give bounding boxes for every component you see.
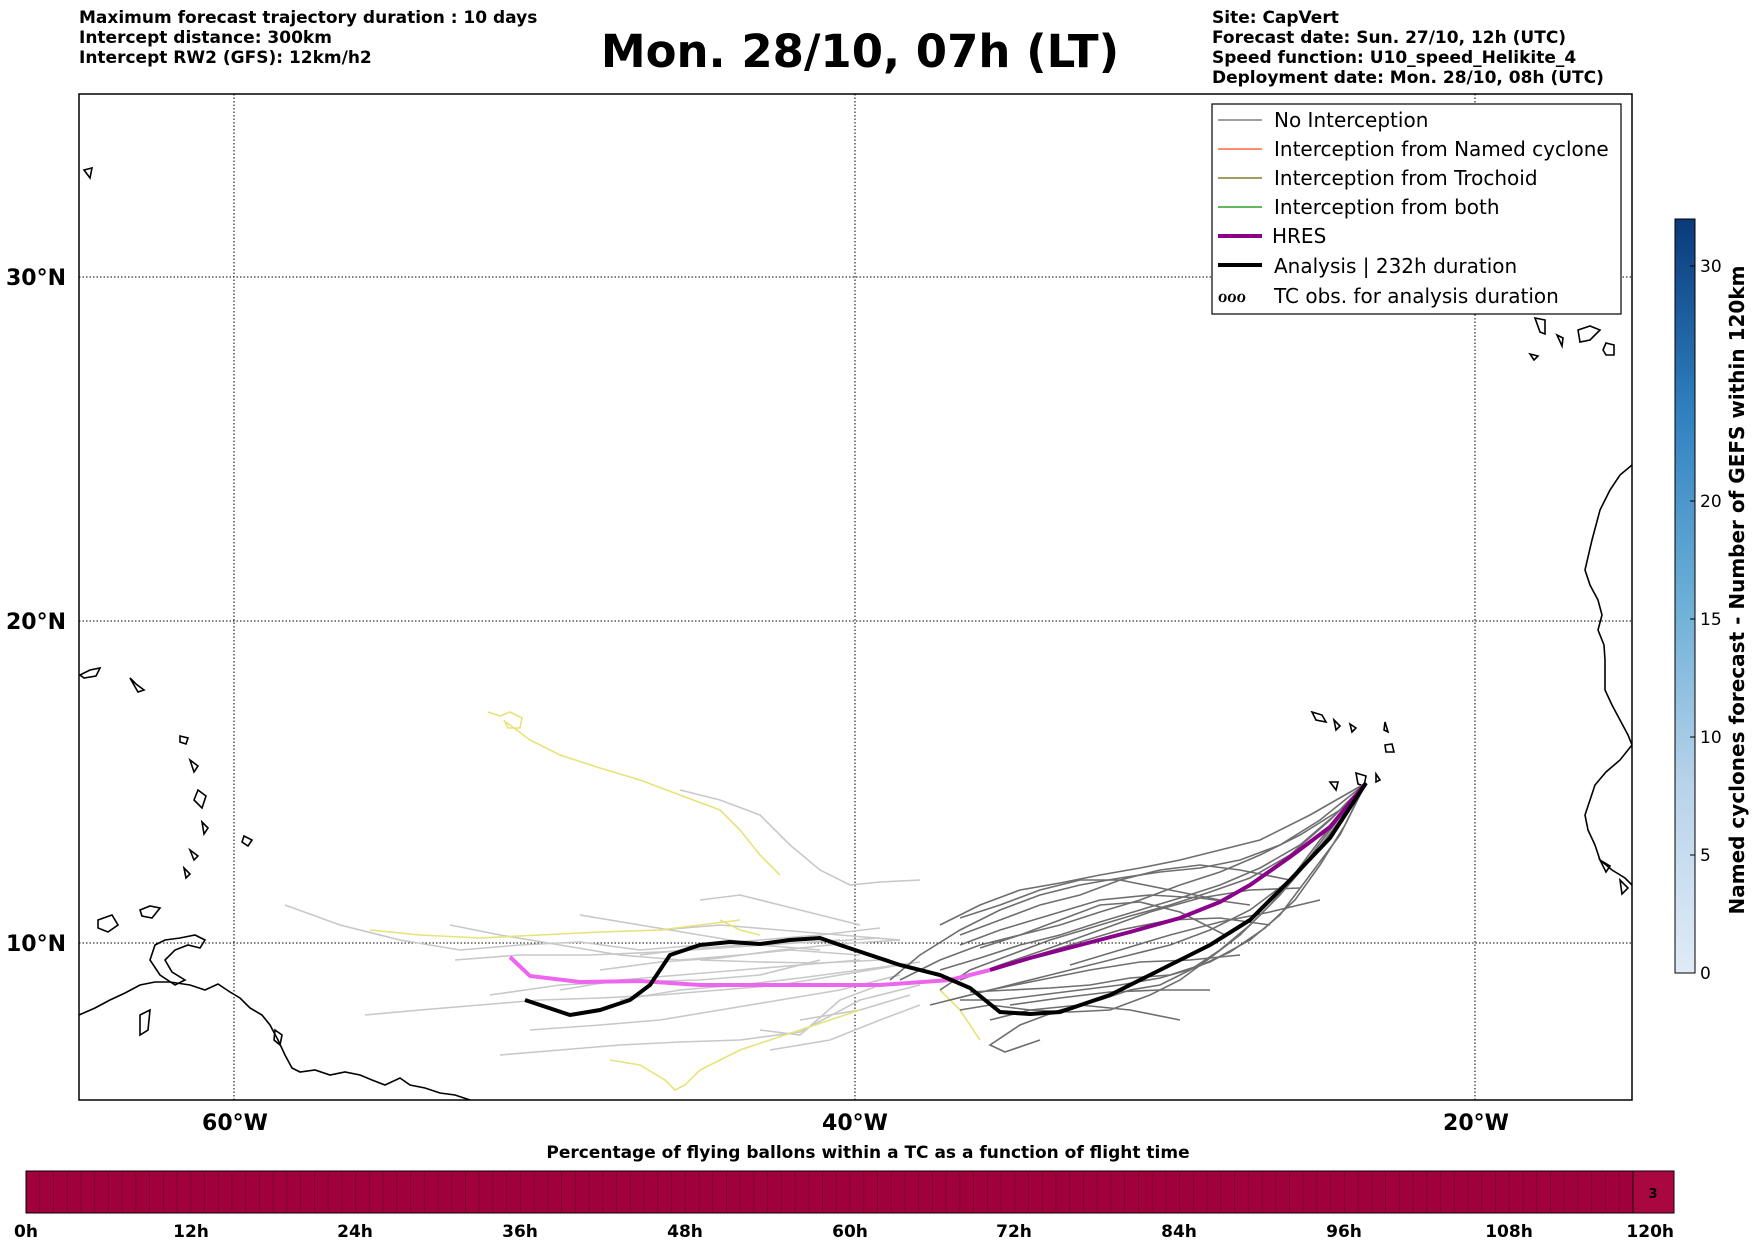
intercept-distance-text: Intercept distance: 300km [79, 28, 332, 48]
bar-tick-120h: 120h [1626, 1222, 1674, 1241]
flight-time-bar-last-cell [1632, 1170, 1675, 1214]
flight-time-bar: Percentage of flying ballons within a TC… [14, 1143, 1675, 1241]
bar-tick-108h: 108h [1485, 1222, 1533, 1241]
flight-time-bar-last-value: 3 [1648, 1187, 1657, 1202]
bar-tick-12h: 12h [173, 1222, 209, 1241]
map-frame [78, 93, 1633, 1101]
bar-tick-72h: 72h [996, 1222, 1032, 1241]
colorbar-tick-10: 10 [1700, 728, 1722, 748]
legend-label-both: Interception from both [1274, 195, 1500, 219]
legend-label-tc-obs: TC obs. for analysis duration [1273, 284, 1559, 308]
legend-label-no-interception: No Interception [1274, 108, 1428, 132]
lat-tick-20n: 20°N [6, 610, 66, 635]
legend-label-analysis: Analysis | 232h duration [1274, 254, 1517, 278]
colorbar: 0 5 10 15 20 30 Named cyclones forecast … [1674, 218, 1749, 984]
legend-label-named-cyclone: Interception from Named cyclone [1274, 137, 1609, 161]
legend-label-hres: HRES [1272, 224, 1326, 248]
forecast-date-text: Forecast date: Sun. 27/10, 12h (UTC) [1212, 28, 1567, 48]
ensemble-trajectories-yellow [369, 711, 981, 1091]
flight-time-bar-title: Percentage of flying ballons within a TC… [546, 1143, 1189, 1163]
hres-trajectory [989, 781, 1368, 972]
site-text: Site: CapVert [1212, 8, 1339, 28]
header-right-info: Site: CapVert Forecast date: Sun. 27/10,… [1212, 8, 1604, 88]
lon-tick-20w: 20°W [1443, 1111, 1509, 1136]
legend-box [1211, 103, 1622, 315]
lat-tick-10n: 10°N [6, 932, 66, 957]
bar-tick-48h: 48h [667, 1222, 703, 1241]
colorbar-tick-5: 5 [1700, 846, 1711, 866]
analysis-trajectory [524, 781, 1368, 1018]
lon-tick-40w: 40°W [822, 1111, 888, 1136]
intercept-rw2-text: Intercept RW2 (GFS): 12km/h2 [79, 48, 372, 68]
bar-tick-24h: 24h [337, 1222, 373, 1241]
legend-label-trochoid: Interception from Trochoid [1274, 166, 1538, 190]
speed-function-text: Speed function: U10_speed_Helikite_4 [1212, 48, 1577, 68]
colorbar-label: Named cyclones forecast - Number of GEFS… [1725, 266, 1749, 915]
bar-tick-0h: 0h [14, 1222, 38, 1241]
colorbar-tick-20: 20 [1700, 492, 1722, 512]
legend-tc-obs-icon: ℴℴℴ [1218, 283, 1246, 307]
coastlines [79, 166, 1632, 1100]
max-duration-text: Maximum forecast trajectory duration : 1… [79, 8, 538, 28]
bar-tick-36h: 36h [502, 1222, 538, 1241]
colorbar-gradient [1674, 218, 1696, 974]
lat-tick-30n: 30°N [6, 266, 66, 291]
bar-tick-84h: 84h [1161, 1222, 1197, 1241]
legend: No Interception Interception from Named … [1211, 103, 1622, 315]
page-title: Mon. 28/10, 07h (LT) [600, 25, 1120, 78]
bar-tick-60h: 60h [832, 1222, 868, 1241]
deployment-date-text: Deployment date: Mon. 28/10, 08h (UTC) [1212, 68, 1604, 88]
hres-trajectory-early [508, 955, 991, 987]
colorbar-tick-0: 0 [1700, 964, 1711, 984]
header-left-info: Maximum forecast trajectory duration : 1… [79, 8, 537, 68]
bar-tick-96h: 96h [1326, 1222, 1362, 1241]
lon-tick-60w: 60°W [202, 1111, 268, 1136]
colorbar-tick-15: 15 [1700, 610, 1722, 630]
colorbar-tick-30: 30 [1700, 257, 1722, 277]
